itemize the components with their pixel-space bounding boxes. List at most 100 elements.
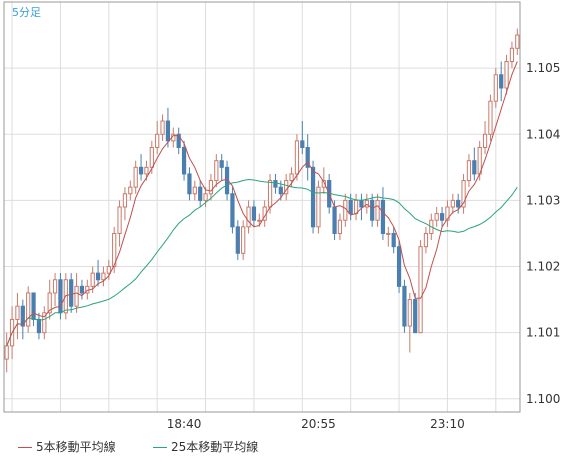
candle-up: [90, 272, 95, 287]
candle-down: [79, 285, 85, 294]
candle-down: [69, 279, 74, 307]
x-tick-label: 20:55: [301, 417, 336, 431]
candle-down: [31, 292, 36, 320]
candle-up: [4, 345, 9, 360]
y-tick-label: 1.103: [526, 193, 560, 207]
candle-up: [353, 199, 359, 215]
candle-down: [235, 226, 240, 254]
candle-down: [380, 199, 386, 234]
ma5-legend-swatch: [18, 447, 32, 448]
candle-up: [316, 186, 321, 228]
candle-up: [257, 219, 262, 222]
candle-up: [112, 232, 117, 268]
candle-down: [230, 193, 235, 228]
candle-up: [203, 193, 208, 201]
ma5-legend-label: 5本移動平均線: [36, 440, 116, 454]
ma5-line: [6, 61, 518, 347]
candle-up: [445, 206, 450, 221]
candle-down: [456, 199, 461, 208]
candle-up: [47, 292, 52, 314]
x-tick-label: 18:40: [167, 417, 202, 431]
candle-up: [155, 133, 160, 148]
candle-down: [348, 199, 353, 215]
y-tick-label: 1.102: [526, 260, 560, 274]
candle-down: [165, 120, 171, 142]
y-tick-label: 1.105: [526, 61, 560, 75]
legend-item-ma25: 25本移動平均線: [153, 438, 258, 455]
candle-up: [246, 206, 251, 228]
candle-up: [214, 160, 219, 182]
candle-up: [117, 206, 122, 234]
candle-down: [219, 160, 224, 168]
candle-up: [241, 226, 246, 254]
candle-up: [289, 173, 294, 182]
candle-up: [52, 279, 58, 294]
axes: 1.100 1.101 1.102 1.103 1.104 1.105 18:40 20:55…: [3, 1, 560, 431]
candle-up: [208, 180, 214, 195]
candle-up: [504, 61, 509, 89]
candle-down: [391, 232, 396, 248]
candle-down: [273, 180, 278, 188]
candle-down: [95, 272, 101, 281]
legend-item-ma5: 5本移動平均線: [18, 438, 116, 455]
y-tick-label: 1.100: [526, 392, 560, 406]
candle-up: [133, 166, 138, 188]
candle-down: [413, 299, 418, 334]
candle-up: [15, 305, 20, 320]
candle-up: [482, 133, 488, 148]
candle-up: [106, 266, 111, 274]
candle-up: [267, 180, 273, 208]
candle-down: [359, 199, 364, 208]
candle-up: [101, 272, 106, 281]
candle-down: [310, 166, 316, 228]
candle-up: [144, 166, 149, 175]
candle-up: [74, 285, 79, 307]
candle-down: [472, 160, 477, 175]
candle-up: [407, 299, 412, 327]
candle-down: [278, 186, 283, 195]
candle-down: [36, 318, 42, 334]
candle-up: [364, 199, 369, 208]
candle-up: [192, 186, 197, 195]
y-tick-label: 1.101: [526, 326, 560, 340]
ma25-legend-label: 25本移動平均線: [171, 440, 259, 454]
ma25-legend-swatch: [153, 447, 167, 448]
candle-up: [128, 186, 133, 195]
timeframe-label: 5分足: [12, 6, 41, 19]
x-tick-label: 23:10: [430, 417, 465, 431]
candle-down: [305, 146, 310, 168]
candle-up: [26, 292, 31, 327]
candle-up: [509, 47, 515, 63]
candle-down: [499, 74, 504, 89]
candle-up: [321, 180, 326, 188]
candle-up: [375, 199, 380, 221]
y-tick-label: 1.104: [526, 127, 560, 141]
candle-down: [176, 133, 181, 148]
candle-up: [160, 120, 165, 135]
candle-down: [396, 246, 402, 287]
candle-down: [300, 140, 305, 148]
moving-averages: [6, 61, 518, 347]
candle-up: [386, 232, 391, 235]
candle-down: [198, 186, 203, 201]
candle-up: [515, 34, 520, 49]
candle-down: [332, 206, 337, 234]
candle-down: [58, 279, 63, 314]
candle-down: [181, 146, 187, 175]
candle-up: [294, 140, 300, 175]
candle-down: [402, 285, 407, 327]
candle-down: [138, 166, 144, 175]
candle-down: [187, 173, 192, 195]
plot-frame: [3, 1, 521, 413]
candle-up: [493, 74, 498, 102]
candle-down: [20, 305, 25, 327]
candle-up: [149, 146, 154, 168]
candle-up: [466, 160, 472, 182]
candle-up: [418, 246, 423, 334]
candle-up: [337, 219, 343, 234]
candle-up: [461, 180, 466, 208]
candle-up: [488, 100, 493, 135]
candle-up: [434, 213, 439, 221]
